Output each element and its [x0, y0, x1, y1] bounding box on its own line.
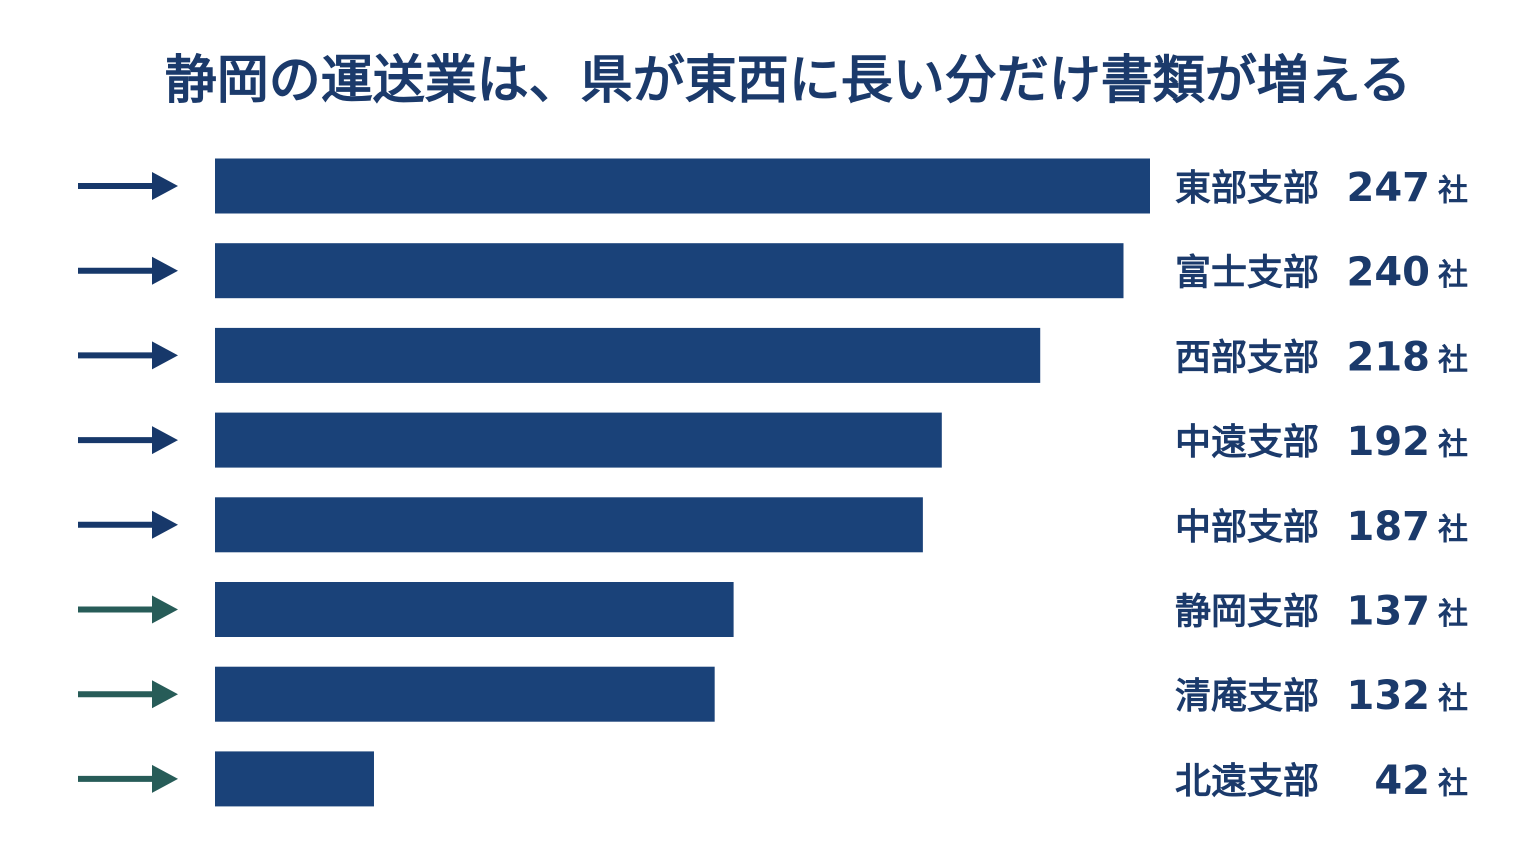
bar [215, 666, 715, 722]
arrow-head [152, 256, 178, 285]
category-label: 中遠支部 [1175, 422, 1319, 463]
arrow-head [152, 426, 178, 455]
category-label: 静岡支部 [1175, 592, 1319, 633]
value-label: 240 [1347, 250, 1431, 296]
arrow-head [152, 680, 178, 709]
unit-label: 社 [1438, 258, 1468, 293]
value-label: 132 [1347, 673, 1431, 719]
category-label: 富士支部 [1175, 252, 1319, 294]
unit-label: 社 [1438, 428, 1468, 463]
bar [215, 327, 1041, 383]
arrow-head [152, 172, 178, 200]
value-label: 137 [1347, 589, 1431, 635]
unit-label: 社 [1438, 512, 1468, 547]
bar [215, 243, 1124, 299]
arrow-head [152, 341, 178, 370]
value-label: 42 [1374, 758, 1430, 804]
category-label: 西部支部 [1175, 337, 1319, 378]
value-label: 218 [1347, 334, 1431, 380]
bar [215, 582, 734, 637]
bar [215, 412, 942, 468]
category-label: 清庵支部 [1175, 676, 1319, 717]
arrow-head [152, 764, 178, 793]
bar [215, 158, 1150, 214]
unit-label: 社 [1438, 343, 1468, 378]
bar [215, 751, 374, 807]
bar [215, 497, 923, 553]
category-label: 東部支部 [1175, 168, 1319, 209]
unit-label: 社 [1438, 682, 1468, 717]
unit-label: 社 [1438, 174, 1468, 209]
arrow-head [152, 510, 178, 539]
unit-label: 社 [1438, 597, 1468, 632]
category-label: 中部支部 [1175, 507, 1319, 548]
chart-title: 静岡の運送業は、県が東西に長い分だけ書類が増える [165, 51, 1411, 111]
unit-label: 社 [1438, 766, 1468, 801]
value-label: 247 [1347, 165, 1431, 211]
arrow-head [152, 595, 178, 624]
value-label: 187 [1347, 504, 1431, 550]
category-label: 北遠支部 [1175, 761, 1319, 802]
value-label: 192 [1347, 419, 1431, 465]
